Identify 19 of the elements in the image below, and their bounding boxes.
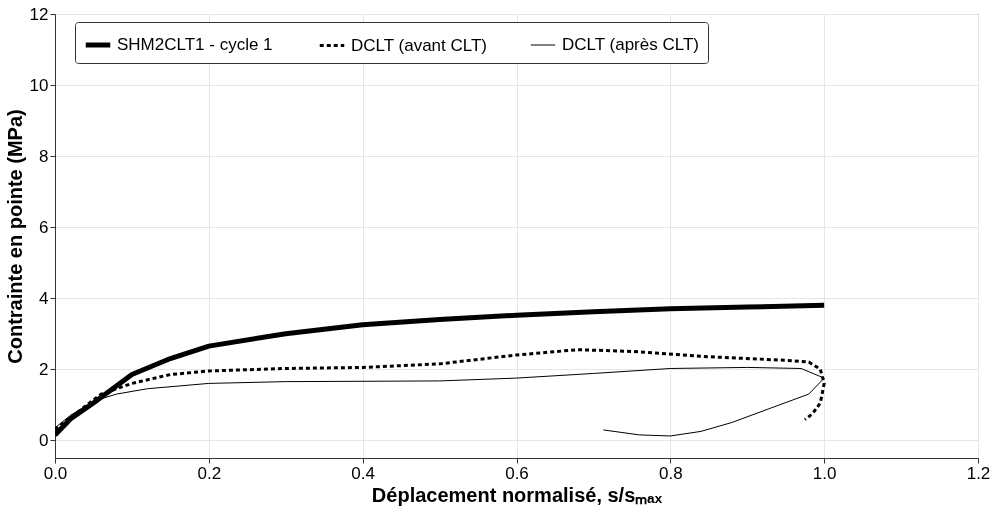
y-tick-label: 8 (39, 146, 49, 166)
y-tick-label: 4 (39, 288, 49, 308)
legend-label: DCLT (avant CLT) (351, 35, 488, 55)
x-tick-label: 0.2 (197, 463, 222, 483)
y-tick-label: 6 (39, 217, 49, 237)
legend-label: DCLT (après CLT) (562, 35, 699, 54)
x-tick-label: 0.8 (659, 463, 683, 483)
y-tick-label: 10 (29, 75, 49, 95)
legend-label: SHM2CLT1 - cycle 1 (117, 35, 273, 54)
y-tick-label: 12 (29, 4, 49, 24)
y-tick-label: 0 (39, 430, 49, 450)
y-axis-title: Contrainte en pointe (MPa) (3, 109, 26, 364)
x-tick-label: 1.0 (812, 463, 837, 483)
x-axis-title: Déplacement normalisé, s/sₘₐₓ (371, 483, 663, 506)
x-tick-label: 1.2 (966, 463, 991, 483)
x-tick-label: 0.6 (505, 463, 529, 483)
y-tick-label: 2 (39, 359, 49, 379)
x-tick-label: 0.0 (43, 463, 68, 483)
x-tick-label: 0.4 (351, 463, 375, 483)
